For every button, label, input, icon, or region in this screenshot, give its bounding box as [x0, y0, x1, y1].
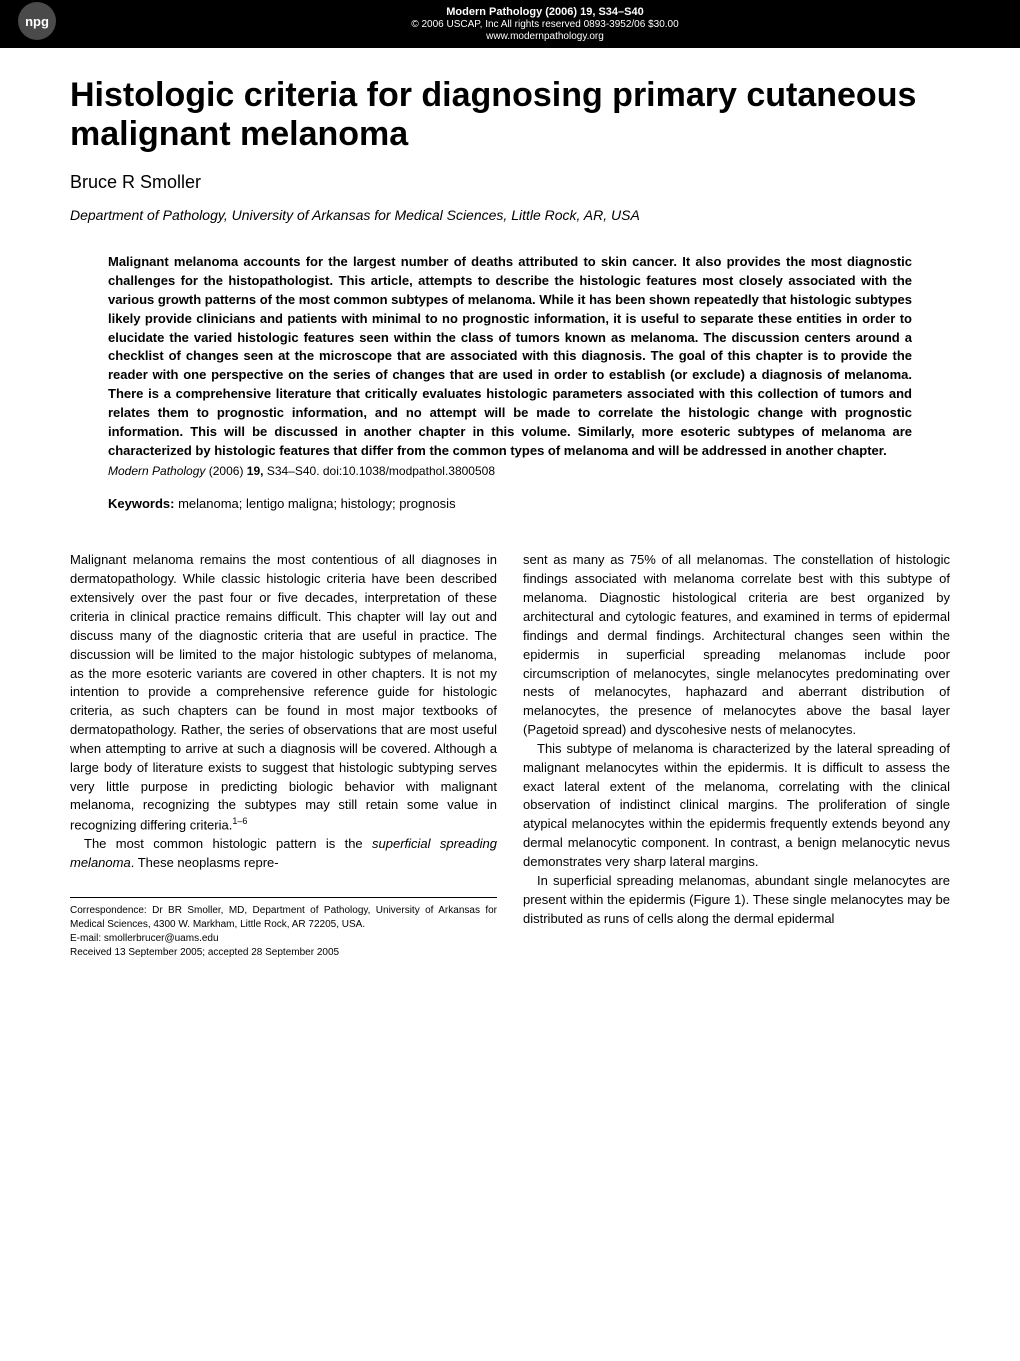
- body-left-p2b: . These neoplasms repre-: [131, 855, 279, 870]
- body-left-p2a: The most common histologic pattern is th…: [84, 836, 372, 851]
- article-content: Histologic criteria for diagnosing prima…: [0, 48, 1020, 990]
- author-name: Bruce R Smoller: [70, 172, 950, 193]
- body-left-p1-text: Malignant melanoma remains the most cont…: [70, 552, 497, 832]
- citation-line: Modern Pathology (2006) 19, S34–S40. doi…: [108, 464, 912, 478]
- copyright-line: © 2006 USCAP, Inc All rights reserved 08…: [70, 19, 1020, 30]
- citation-journal: Modern Pathology: [108, 464, 205, 478]
- npg-badge-icon: npg: [18, 2, 56, 40]
- citation-pages: S34–S40. doi:10.1038/modpathol.3800508: [267, 464, 495, 478]
- keywords-text: melanoma; lentigo maligna; histology; pr…: [174, 496, 455, 511]
- reference-superscript: 1–6: [232, 816, 247, 826]
- right-column: sent as many as 75% of all melanomas. Th…: [523, 551, 950, 960]
- abstract-text: Malignant melanoma accounts for the larg…: [108, 253, 912, 460]
- received-date: Received 13 September 2005; accepted 28 …: [70, 946, 497, 960]
- left-column: Malignant melanoma remains the most cont…: [70, 551, 497, 960]
- citation-volume: 19,: [247, 464, 264, 478]
- journal-line: Modern Pathology (2006) 19, S34–S40: [70, 6, 1020, 18]
- body-right-p2: This subtype of melanoma is characterize…: [523, 740, 950, 872]
- journal-header: npg Modern Pathology (2006) 19, S34–S40 …: [0, 0, 1020, 48]
- keywords-line: Keywords: melanoma; lentigo maligna; his…: [108, 496, 912, 511]
- keywords-label: Keywords:: [108, 496, 174, 511]
- author-affiliation: Department of Pathology, University of A…: [70, 207, 950, 223]
- journal-url: www.modernpathology.org: [70, 31, 1020, 42]
- article-title: Histologic criteria for diagnosing prima…: [70, 76, 950, 154]
- correspondence-email: E-mail: smollerbrucer@uams.edu: [70, 932, 497, 946]
- citation-year: (2006): [209, 464, 244, 478]
- correspondence-footer: Correspondence: Dr BR Smoller, MD, Depar…: [70, 897, 497, 960]
- body-right-p3: In superficial spreading melanomas, abun…: [523, 872, 950, 929]
- body-left-p1: Malignant melanoma remains the most cont…: [70, 551, 497, 835]
- body-left-p2: The most common histologic pattern is th…: [70, 835, 497, 873]
- body-right-p1: sent as many as 75% of all melanomas. Th…: [523, 551, 950, 739]
- correspondence-text: Correspondence: Dr BR Smoller, MD, Depar…: [70, 904, 497, 932]
- body-columns: Malignant melanoma remains the most cont…: [70, 551, 950, 960]
